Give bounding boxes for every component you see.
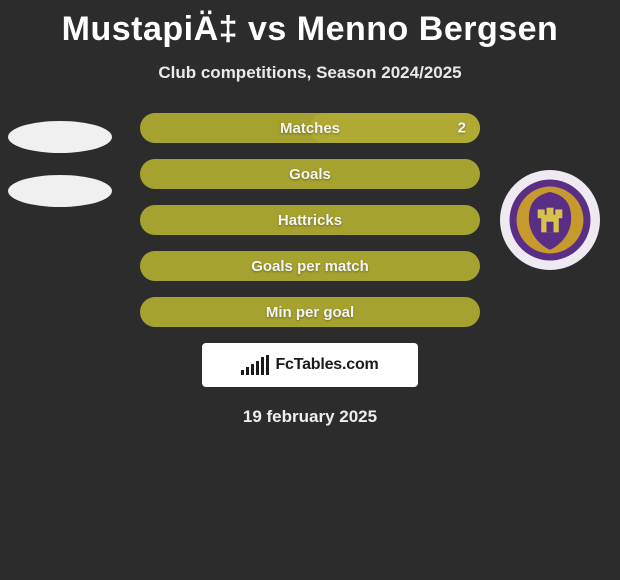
stat-pill: Hattricks [140,205,480,235]
stat-pill: Goals per match [140,251,480,281]
branding-text: FcTables.com [275,356,378,374]
branding: FcTables.com [202,343,418,387]
stat-label: Matches [280,120,340,137]
stat-label: Hattricks [278,212,342,229]
stat-label: Goals [289,166,331,183]
subtitle: Club competitions, Season 2024/2025 [0,63,620,83]
stats-area: Matches 2 Goals Hattricks Goals per match Min… [0,113,620,327]
stat-pill: Goals [140,159,480,189]
player-placeholder [8,121,112,153]
player-placeholder [8,175,112,207]
stat-pill: Min per goal [140,297,480,327]
stat-value-right: 2 [458,120,466,137]
date-label: 19 february 2025 [0,407,620,427]
maribor-crest-icon [506,176,594,264]
stat-label: Min per goal [266,304,354,321]
club-badge [500,170,600,270]
stat-pill: Matches 2 [140,113,480,143]
stat-label: Goals per match [251,258,369,275]
bar-chart-icon [241,355,269,375]
page-title: MustapiÄ‡ vs Menno Bergsen [0,0,620,49]
